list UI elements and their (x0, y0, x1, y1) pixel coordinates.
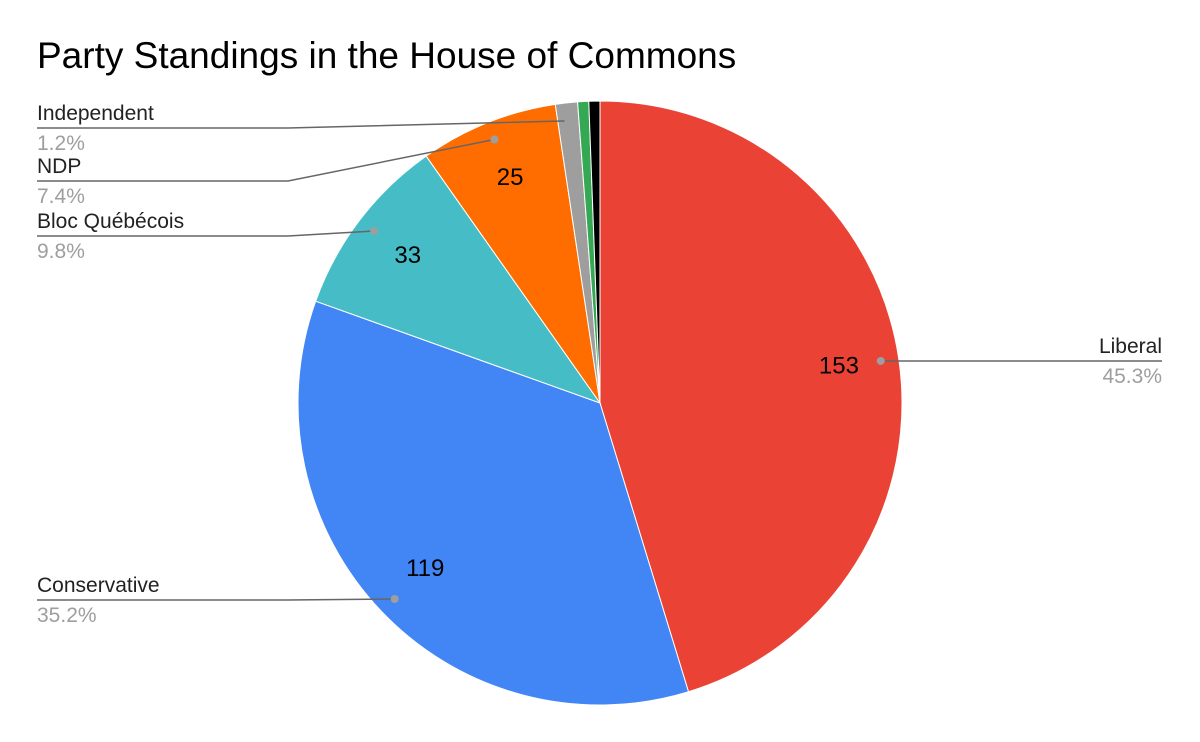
slice-value-label: 119 (406, 555, 444, 582)
slice-value-label: 153 (819, 353, 859, 380)
leader-line (37, 598, 395, 601)
legend-label: Independent (37, 102, 154, 125)
slice-value-label: 33 (394, 242, 421, 269)
percent-label: 7.4% (37, 185, 85, 208)
pie-slice (588, 100, 601, 404)
percent-label: 45.3% (1102, 365, 1162, 388)
pie-slice (297, 300, 690, 706)
slice-value-label: 25 (497, 164, 524, 191)
percent-label: 9.8% (37, 240, 85, 263)
legend-label: Conservative (37, 574, 160, 597)
legend-label: Bloc Québécois (37, 210, 184, 233)
leader-line (37, 120, 569, 129)
leader-dot (564, 116, 573, 125)
leader-line (37, 138, 495, 182)
leader-dot (370, 227, 379, 236)
legend-label: NDP (37, 155, 81, 178)
percent-label: 1.2% (37, 132, 85, 155)
pie-slice (315, 155, 602, 405)
legend-label: Liberal (1099, 335, 1162, 358)
leader-dot (876, 356, 885, 365)
chart-title: Party Standings in the House of Commons (37, 35, 736, 76)
percent-label: 35.2% (37, 604, 97, 627)
leader-line (37, 230, 375, 237)
leader-dot (390, 595, 399, 604)
leader-dot (490, 135, 499, 144)
pie-slice (599, 100, 903, 693)
